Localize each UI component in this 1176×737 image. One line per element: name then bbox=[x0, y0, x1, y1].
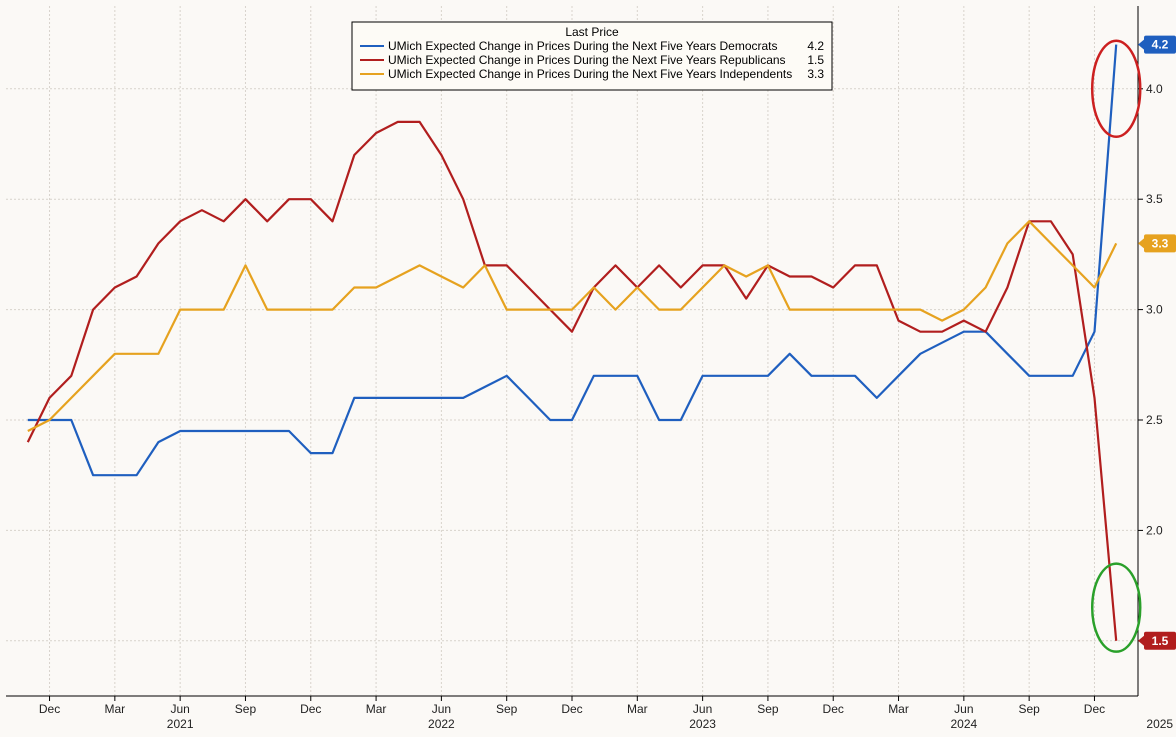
x-tick-label: Sep bbox=[496, 702, 518, 716]
x-tick-label: Sep bbox=[757, 702, 779, 716]
y-tick-label: 2.5 bbox=[1146, 413, 1163, 427]
line-chart: 1.5 2.0 2.5 3.0 3.5 4.0 Dec Mar Jun Sep Dec Mar Jun S… bbox=[0, 0, 1176, 737]
y-tick-label: 2.0 bbox=[1146, 523, 1163, 537]
legend-item-label: UMich Expected Change in Prices During t… bbox=[388, 67, 792, 81]
value-badge-text-democrats: 4.2 bbox=[1152, 38, 1169, 52]
legend-item-label: UMich Expected Change in Prices During t… bbox=[388, 39, 778, 53]
x-tick-label: Mar bbox=[627, 702, 648, 716]
y-tick-label: 4.0 bbox=[1146, 82, 1163, 96]
x-year-label: 2022 bbox=[428, 717, 455, 731]
x-tick-label: Sep bbox=[235, 702, 257, 716]
value-badge-text-independents: 3.3 bbox=[1152, 236, 1169, 250]
x-year-label: 2024 bbox=[950, 717, 977, 731]
x-tick-label: Dec bbox=[1084, 702, 1105, 716]
x-tick-label: Dec bbox=[300, 702, 321, 716]
x-year-label: 2023 bbox=[689, 717, 716, 731]
x-tick-label: Dec bbox=[823, 702, 844, 716]
legend-item-value: 3.3 bbox=[807, 67, 824, 81]
y-tick-label: 3.5 bbox=[1146, 192, 1163, 206]
legend-item-label: UMich Expected Change in Prices During t… bbox=[388, 53, 786, 67]
legend-item-value: 1.5 bbox=[807, 53, 824, 67]
x-tick-label: Mar bbox=[105, 702, 126, 716]
x-year-label: 2025 bbox=[1146, 717, 1173, 731]
legend-item-value: 4.2 bbox=[807, 39, 824, 53]
x-tick-label: Dec bbox=[39, 702, 60, 716]
x-year-label: 2021 bbox=[167, 717, 194, 731]
value-badge-text-republicans: 1.5 bbox=[1152, 634, 1169, 648]
x-tick-label: Mar bbox=[888, 702, 909, 716]
x-tick-label: Sep bbox=[1018, 702, 1040, 716]
x-tick-label: Mar bbox=[366, 702, 387, 716]
x-tick-label: Jun bbox=[432, 702, 451, 716]
x-tick-label: Jun bbox=[170, 702, 189, 716]
legend-title: Last Price bbox=[565, 25, 619, 39]
y-tick-label: 3.0 bbox=[1146, 303, 1163, 317]
x-tick-label: Dec bbox=[561, 702, 582, 716]
x-tick-label: Jun bbox=[693, 702, 712, 716]
x-tick-label: Jun bbox=[954, 702, 973, 716]
